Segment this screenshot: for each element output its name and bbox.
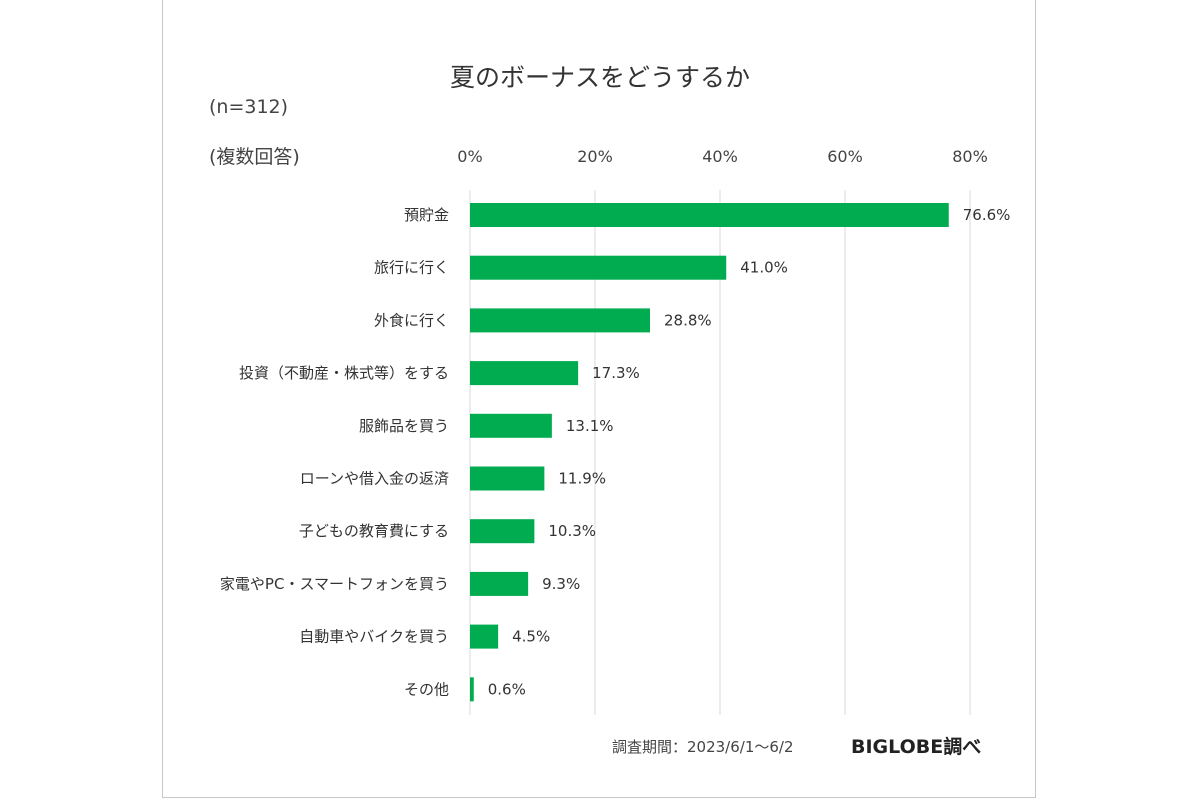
category-label: 預貯金 <box>404 206 449 224</box>
bar <box>470 624 499 649</box>
value-label: 4.5% <box>512 628 550 646</box>
multiple-answer-note: (複数回答) <box>209 146 300 168</box>
bar <box>470 519 535 544</box>
category-label: 旅行に行く <box>374 259 449 277</box>
value-label: 76.6% <box>963 206 1011 224</box>
x-tick-label: 80% <box>952 147 988 166</box>
category-label: 投資（不動産・株式等）をする <box>239 364 449 382</box>
category-label: 外食に行く <box>374 311 449 329</box>
sample-size: (n=312) <box>209 96 289 118</box>
x-tick-label: 0% <box>457 147 482 166</box>
source-brand: BIGLOBE調べ <box>851 736 982 758</box>
bar <box>470 571 529 596</box>
chart-title: 夏のボーナスをどうするか <box>449 63 750 92</box>
value-label: 13.1% <box>566 417 614 435</box>
x-tick-label: 60% <box>827 147 863 166</box>
value-label: 10.3% <box>548 522 596 540</box>
x-tick-label: 40% <box>702 147 738 166</box>
x-tick-label: 20% <box>577 147 613 166</box>
value-label: 9.3% <box>542 575 580 593</box>
bar <box>470 677 474 702</box>
value-label: 28.8% <box>664 311 712 329</box>
value-label: 0.6% <box>488 680 526 698</box>
bar <box>470 413 552 438</box>
bar <box>470 361 579 386</box>
value-label: 11.9% <box>558 470 606 488</box>
category-label: その他 <box>404 680 449 698</box>
value-label: 17.3% <box>592 364 640 382</box>
value-label: 41.0% <box>740 259 788 277</box>
bar <box>470 308 650 333</box>
category-label: 子どもの教育費にする <box>299 522 449 540</box>
category-label: 服飾品を買う <box>359 417 449 435</box>
bar <box>470 203 949 227</box>
category-label: 家電やPC・スマートフォンを買う <box>220 575 449 593</box>
bar <box>470 466 545 491</box>
bar <box>470 255 727 280</box>
category-label: 自動車やバイクを買う <box>299 628 449 646</box>
category-label: ローンや借入金の返済 <box>300 470 449 488</box>
chart-frame <box>162 0 1036 798</box>
survey-period: 調査期間：2023/6/1～6/2 <box>612 738 794 756</box>
